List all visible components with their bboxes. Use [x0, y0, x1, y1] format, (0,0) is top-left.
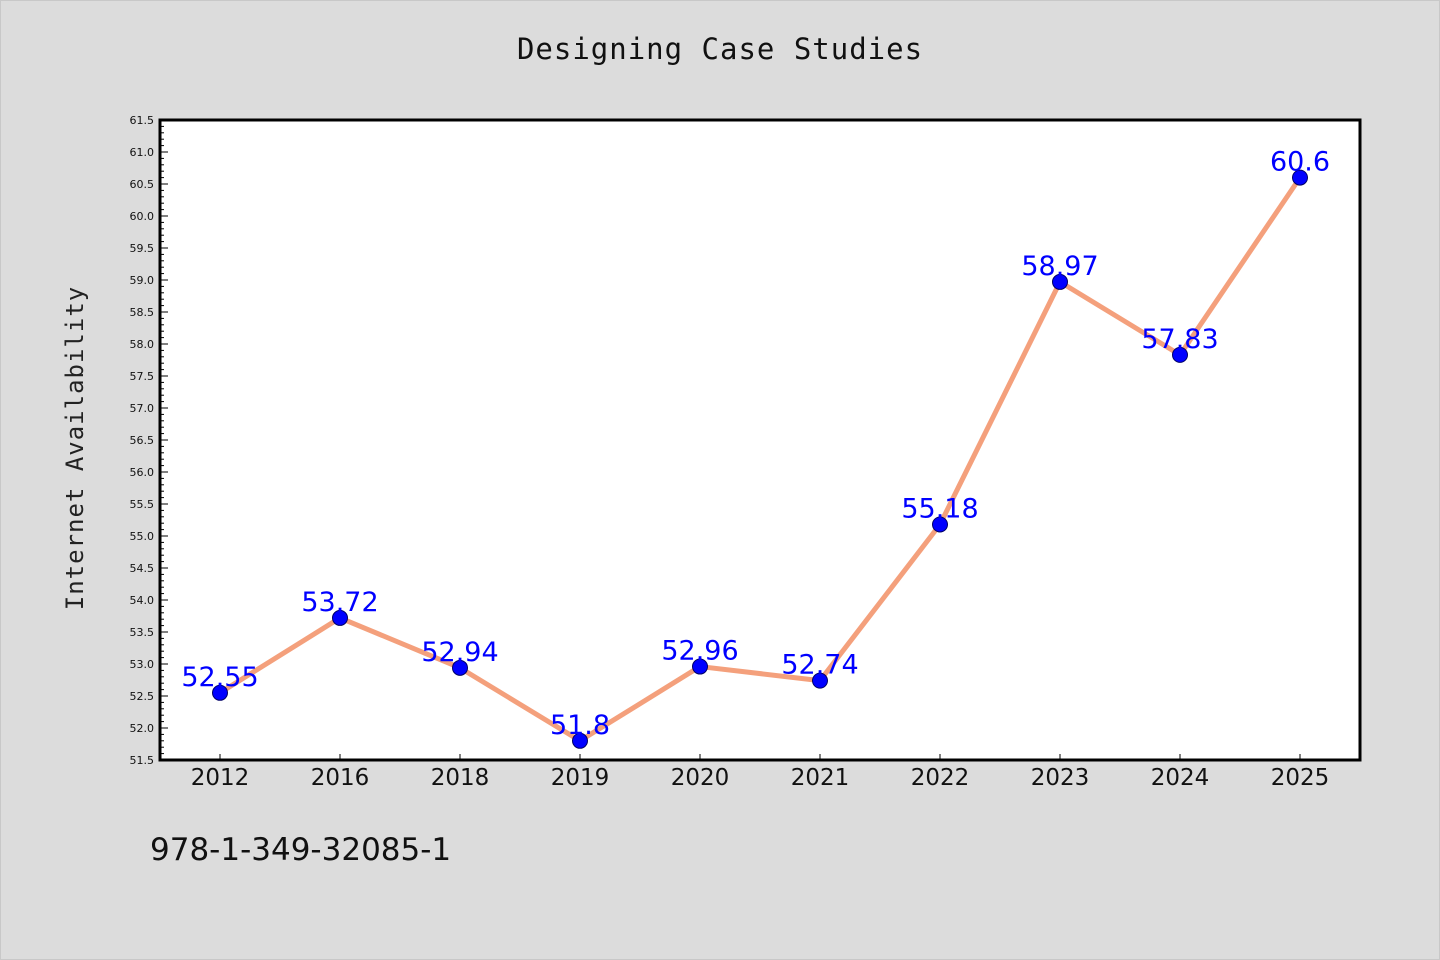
- y-tick-label: 56.0: [130, 466, 155, 479]
- y-tick-label: 61.0: [130, 146, 155, 159]
- data-label: 60.6: [1270, 147, 1330, 178]
- y-tick-label: 56.5: [130, 434, 155, 447]
- x-tick-label: 2024: [1151, 765, 1210, 791]
- data-point: [452, 659, 468, 676]
- plot-frame: [158, 118, 1362, 762]
- series-line: [217, 175, 1303, 744]
- y-tick-label: 54.0: [130, 594, 155, 607]
- data-point: [932, 516, 948, 533]
- data-label: 51.8: [550, 710, 610, 741]
- data-label: 55.18: [901, 493, 978, 524]
- x-tick-label: 2022: [911, 765, 970, 791]
- y-tick-label: 53.5: [130, 626, 155, 639]
- data-label: 57.83: [1141, 324, 1218, 355]
- y-tick-label: 53.0: [130, 658, 155, 671]
- y-tick-label: 60.0: [130, 210, 155, 223]
- y-tick-label: 58.5: [130, 306, 155, 319]
- data-point: [1052, 273, 1068, 290]
- x-tick-label: 2025: [1271, 765, 1330, 791]
- y-tick-label: 52.5: [130, 690, 155, 703]
- x-tick-label: 2012: [191, 765, 250, 791]
- data-point: [692, 658, 708, 675]
- x-tick-label: 2021: [791, 765, 850, 791]
- data-label: 58.97: [1021, 251, 1098, 282]
- data-label: 52.74: [781, 650, 858, 681]
- x-tick-label: 2018: [431, 765, 490, 791]
- footer-id-text: 978-1-349-32085-1: [150, 832, 452, 868]
- data-label: 52.96: [661, 636, 738, 667]
- y-tick-label: 61.5: [130, 114, 155, 127]
- x-tick-label: 2019: [551, 765, 610, 791]
- data-point: [1292, 169, 1308, 186]
- x-tick-label: 2023: [1031, 765, 1090, 791]
- y-tick-label: 60.5: [130, 178, 155, 191]
- x-tick-label: 2020: [671, 765, 730, 791]
- x-tick-label: 2016: [311, 765, 370, 791]
- y-tick-label: 52.0: [130, 722, 155, 735]
- data-point: [1172, 346, 1188, 363]
- y-tick-label: 57.0: [130, 402, 155, 415]
- chart-title: Designing Case Studies: [516, 32, 924, 66]
- y-tick-label: 57.5: [130, 370, 155, 383]
- y-tick-label: 59.0: [130, 274, 155, 287]
- data-label: 52.94: [421, 637, 498, 668]
- data-point: [212, 684, 228, 701]
- data-point: [812, 672, 828, 689]
- y-tick-label: 54.5: [130, 562, 155, 575]
- plot-area: [160, 120, 1360, 760]
- y-tick-label: 55.5: [130, 498, 155, 511]
- data-label: 52.55: [181, 662, 258, 693]
- y-tick-label: 51.5: [130, 754, 155, 767]
- data-point: [332, 609, 348, 626]
- data-point: [572, 732, 588, 749]
- data-label: 53.72: [301, 587, 378, 618]
- y-tick-label: 55.0: [130, 530, 155, 543]
- y-tick-label: 58.0: [130, 338, 155, 351]
- y-tick-label: 59.5: [130, 242, 155, 255]
